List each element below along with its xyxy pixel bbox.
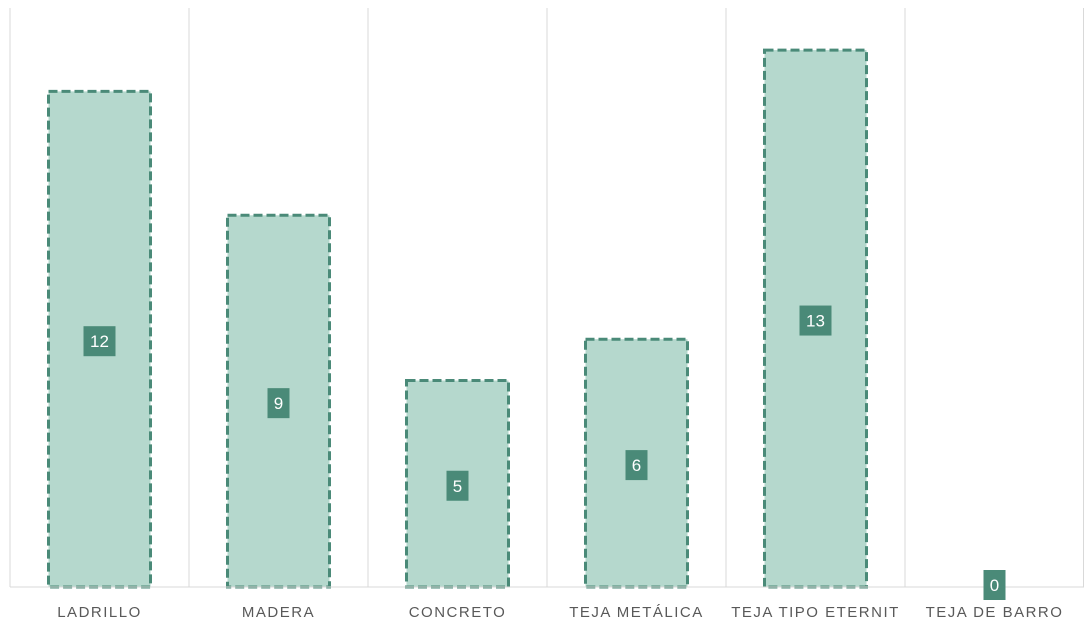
data-label-box <box>983 570 1006 600</box>
data-label: 0 <box>990 576 999 595</box>
gridlines <box>9 8 1084 587</box>
category-label: CONCRETO <box>409 604 507 621</box>
data-label-box <box>799 305 832 336</box>
data-label-box <box>625 450 648 481</box>
category-label: LADRILLO <box>57 604 142 621</box>
data-label: 12 <box>90 332 109 351</box>
data-label-box <box>446 470 469 501</box>
data-label-box <box>267 388 290 419</box>
category-labels-group: LADRILLO MADERA CONCRETO TEJA METÁLICA TEJA … <box>57 604 1064 621</box>
category-label: MADERA <box>242 604 315 621</box>
bars-group <box>47 48 868 589</box>
data-label: 6 <box>632 456 641 475</box>
data-label: 5 <box>453 477 462 496</box>
data-label-box <box>83 326 116 357</box>
data-labels-group: 12 9 5 6 13 0 <box>83 305 1006 600</box>
category-label: TEJA TIPO ETERNIT <box>731 604 900 621</box>
category-label: TEJA DE BARRO <box>926 604 1064 621</box>
data-label: 13 <box>806 312 825 331</box>
category-label: TEJA METÁLICA <box>569 604 704 621</box>
data-label: 9 <box>274 394 283 413</box>
